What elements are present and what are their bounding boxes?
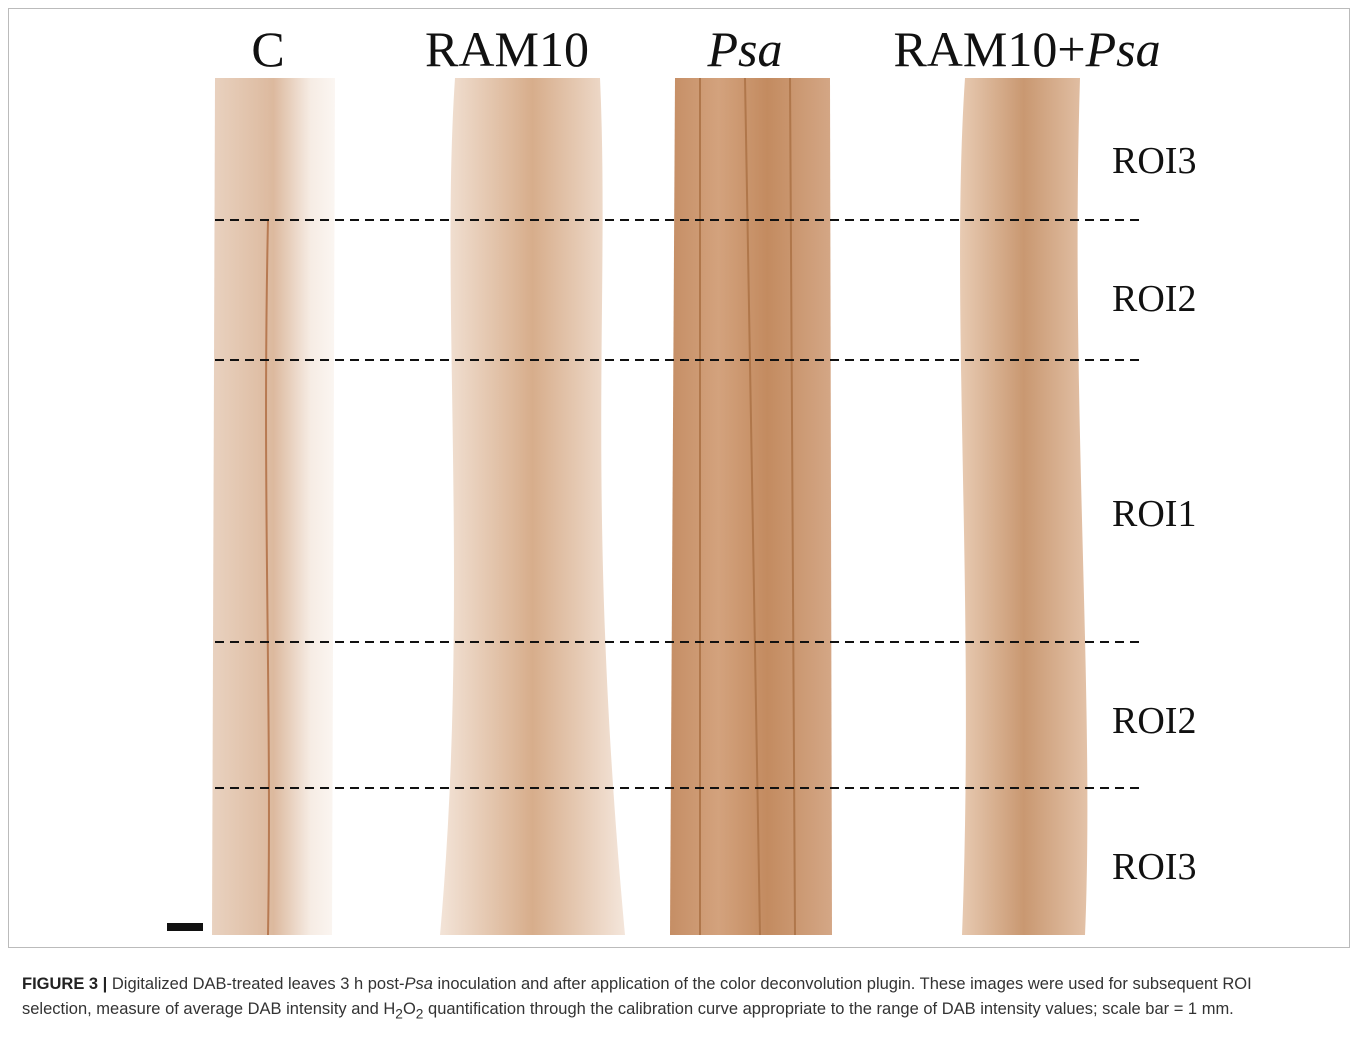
figure-frame [8, 8, 1350, 948]
figure-image: C RAM10 Psa RAM10+Psa ROI3 ROI2 ROI1 ROI… [167, 21, 1196, 936]
column-label-text: RAM10+ [893, 21, 1085, 77]
scale-bar [167, 923, 203, 931]
caption-text: O [402, 1000, 416, 1018]
column-label-text: Psa [1085, 21, 1161, 77]
roi-label: ROI3 [1112, 846, 1196, 888]
roi-dividers [215, 219, 1145, 789]
caption-text: Digitalized DAB-treated leaves 3 h post- [107, 975, 405, 993]
column-label: C [251, 21, 284, 77]
caption-text: 2 [395, 1006, 403, 1022]
leaf-psa [670, 78, 832, 935]
roi-label: ROI2 [1112, 700, 1196, 742]
leaf-control [212, 78, 335, 935]
column-label: RAM10+Psa [893, 21, 1160, 77]
leaf-ram10-psa [960, 78, 1088, 935]
roi-label: ROI2 [1112, 278, 1196, 320]
column-label: Psa [707, 21, 783, 77]
column-label-text: C [251, 21, 284, 77]
leaf-images [212, 77, 1088, 936]
caption-label: FIGURE 3 | [22, 975, 108, 993]
caption-text: inoculation and after application of the… [22, 975, 1252, 1018]
column-label-text: RAM10 [425, 21, 589, 77]
caption-text: Psa [404, 975, 433, 993]
caption-text: 2 [415, 1006, 424, 1022]
leaf-ram10 [440, 78, 625, 935]
column-label: RAM10 [425, 21, 589, 77]
caption: FIGURE 3 | Digitalized DAB-treated leave… [22, 972, 1322, 1026]
leaf-vein [265, 219, 270, 936]
roi-label: ROI3 [1112, 140, 1196, 182]
caption-text: quantification through the calibration c… [423, 1000, 1234, 1018]
roi-label: ROI1 [1112, 493, 1196, 535]
column-label-text: Psa [707, 21, 783, 77]
